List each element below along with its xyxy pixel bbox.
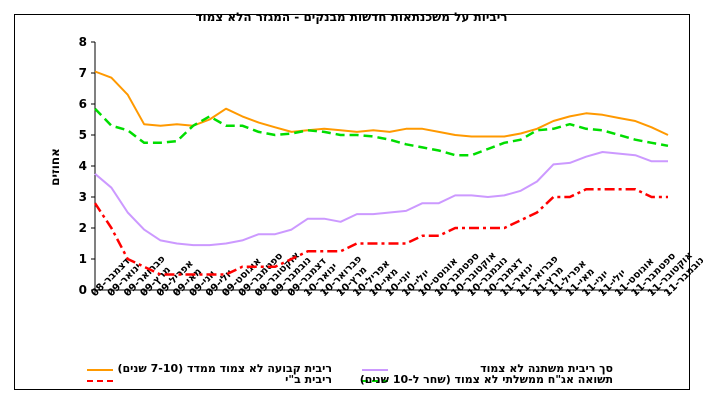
legend-label: סך ריבית משתנה לא צמוד: [480, 362, 613, 375]
y-tick-label: 8: [79, 35, 87, 49]
y-tick-label: 3: [79, 190, 87, 204]
chart-frame: [14, 14, 690, 390]
y-tick-label: 0: [79, 283, 87, 297]
legend-label: ריבית קבועה לא צמוד ממדד (7-10 שנים): [117, 362, 333, 375]
series-line-3: [93, 188, 668, 276]
legend-swatch: [87, 369, 113, 371]
y-tick-label: 2: [79, 221, 87, 235]
legend-label: ריבית ב"י: [285, 373, 332, 386]
y-tick-label: 7: [79, 66, 87, 80]
y-tick-label: 5: [79, 128, 87, 142]
series-line-4: [94, 107, 669, 157]
series-line-1: [94, 70, 669, 138]
legend-label: תשואה אג"ח ממשלתי לא צמוד (שחר ל-10 שנים…: [359, 373, 613, 386]
legend-swatch: [87, 380, 113, 382]
chart-title: ריביות על משכנתאות חדשות מבנקים - המגזר …: [195, 10, 508, 24]
y-tick-label: 6: [79, 97, 87, 111]
y-tick-label: 4: [79, 159, 87, 173]
series-line-2: [94, 151, 668, 247]
legend-swatch: [362, 369, 388, 371]
legend-swatch: [362, 380, 388, 382]
y-tick-label: 1: [79, 252, 87, 266]
